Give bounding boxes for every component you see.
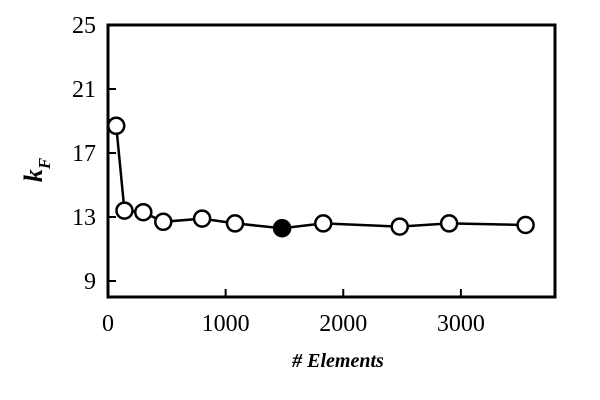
data-point (390, 217, 409, 236)
data-point (106, 116, 126, 136)
data-point (192, 209, 212, 228)
data-point (225, 214, 245, 233)
y-axis-title-main: k (19, 169, 48, 182)
y-axis-title-subscript: F (35, 157, 54, 170)
data-point (314, 214, 333, 233)
y-tick-label: 25 (72, 13, 96, 39)
y-tick-label: 9 (84, 269, 96, 295)
data-point (134, 202, 153, 222)
x-tick-label: 0 (102, 311, 114, 337)
x-axis-title: # Elements (291, 350, 384, 372)
data-point (439, 214, 459, 233)
data-point-filled (272, 218, 292, 238)
x-tick-label: 2000 (319, 311, 367, 337)
x-tick-label: 1000 (202, 311, 250, 337)
data-point (516, 215, 535, 235)
x-tick-label: 3000 (437, 311, 485, 337)
y-tick-label: 13 (72, 205, 96, 231)
y-axis-title: kF (19, 157, 54, 182)
y-tick-label: 17 (72, 141, 96, 167)
data-point (154, 212, 173, 232)
plot-frame (106, 23, 557, 299)
series-line (114, 125, 526, 230)
data-point (115, 201, 134, 220)
y-tick-label: 21 (72, 77, 96, 103)
